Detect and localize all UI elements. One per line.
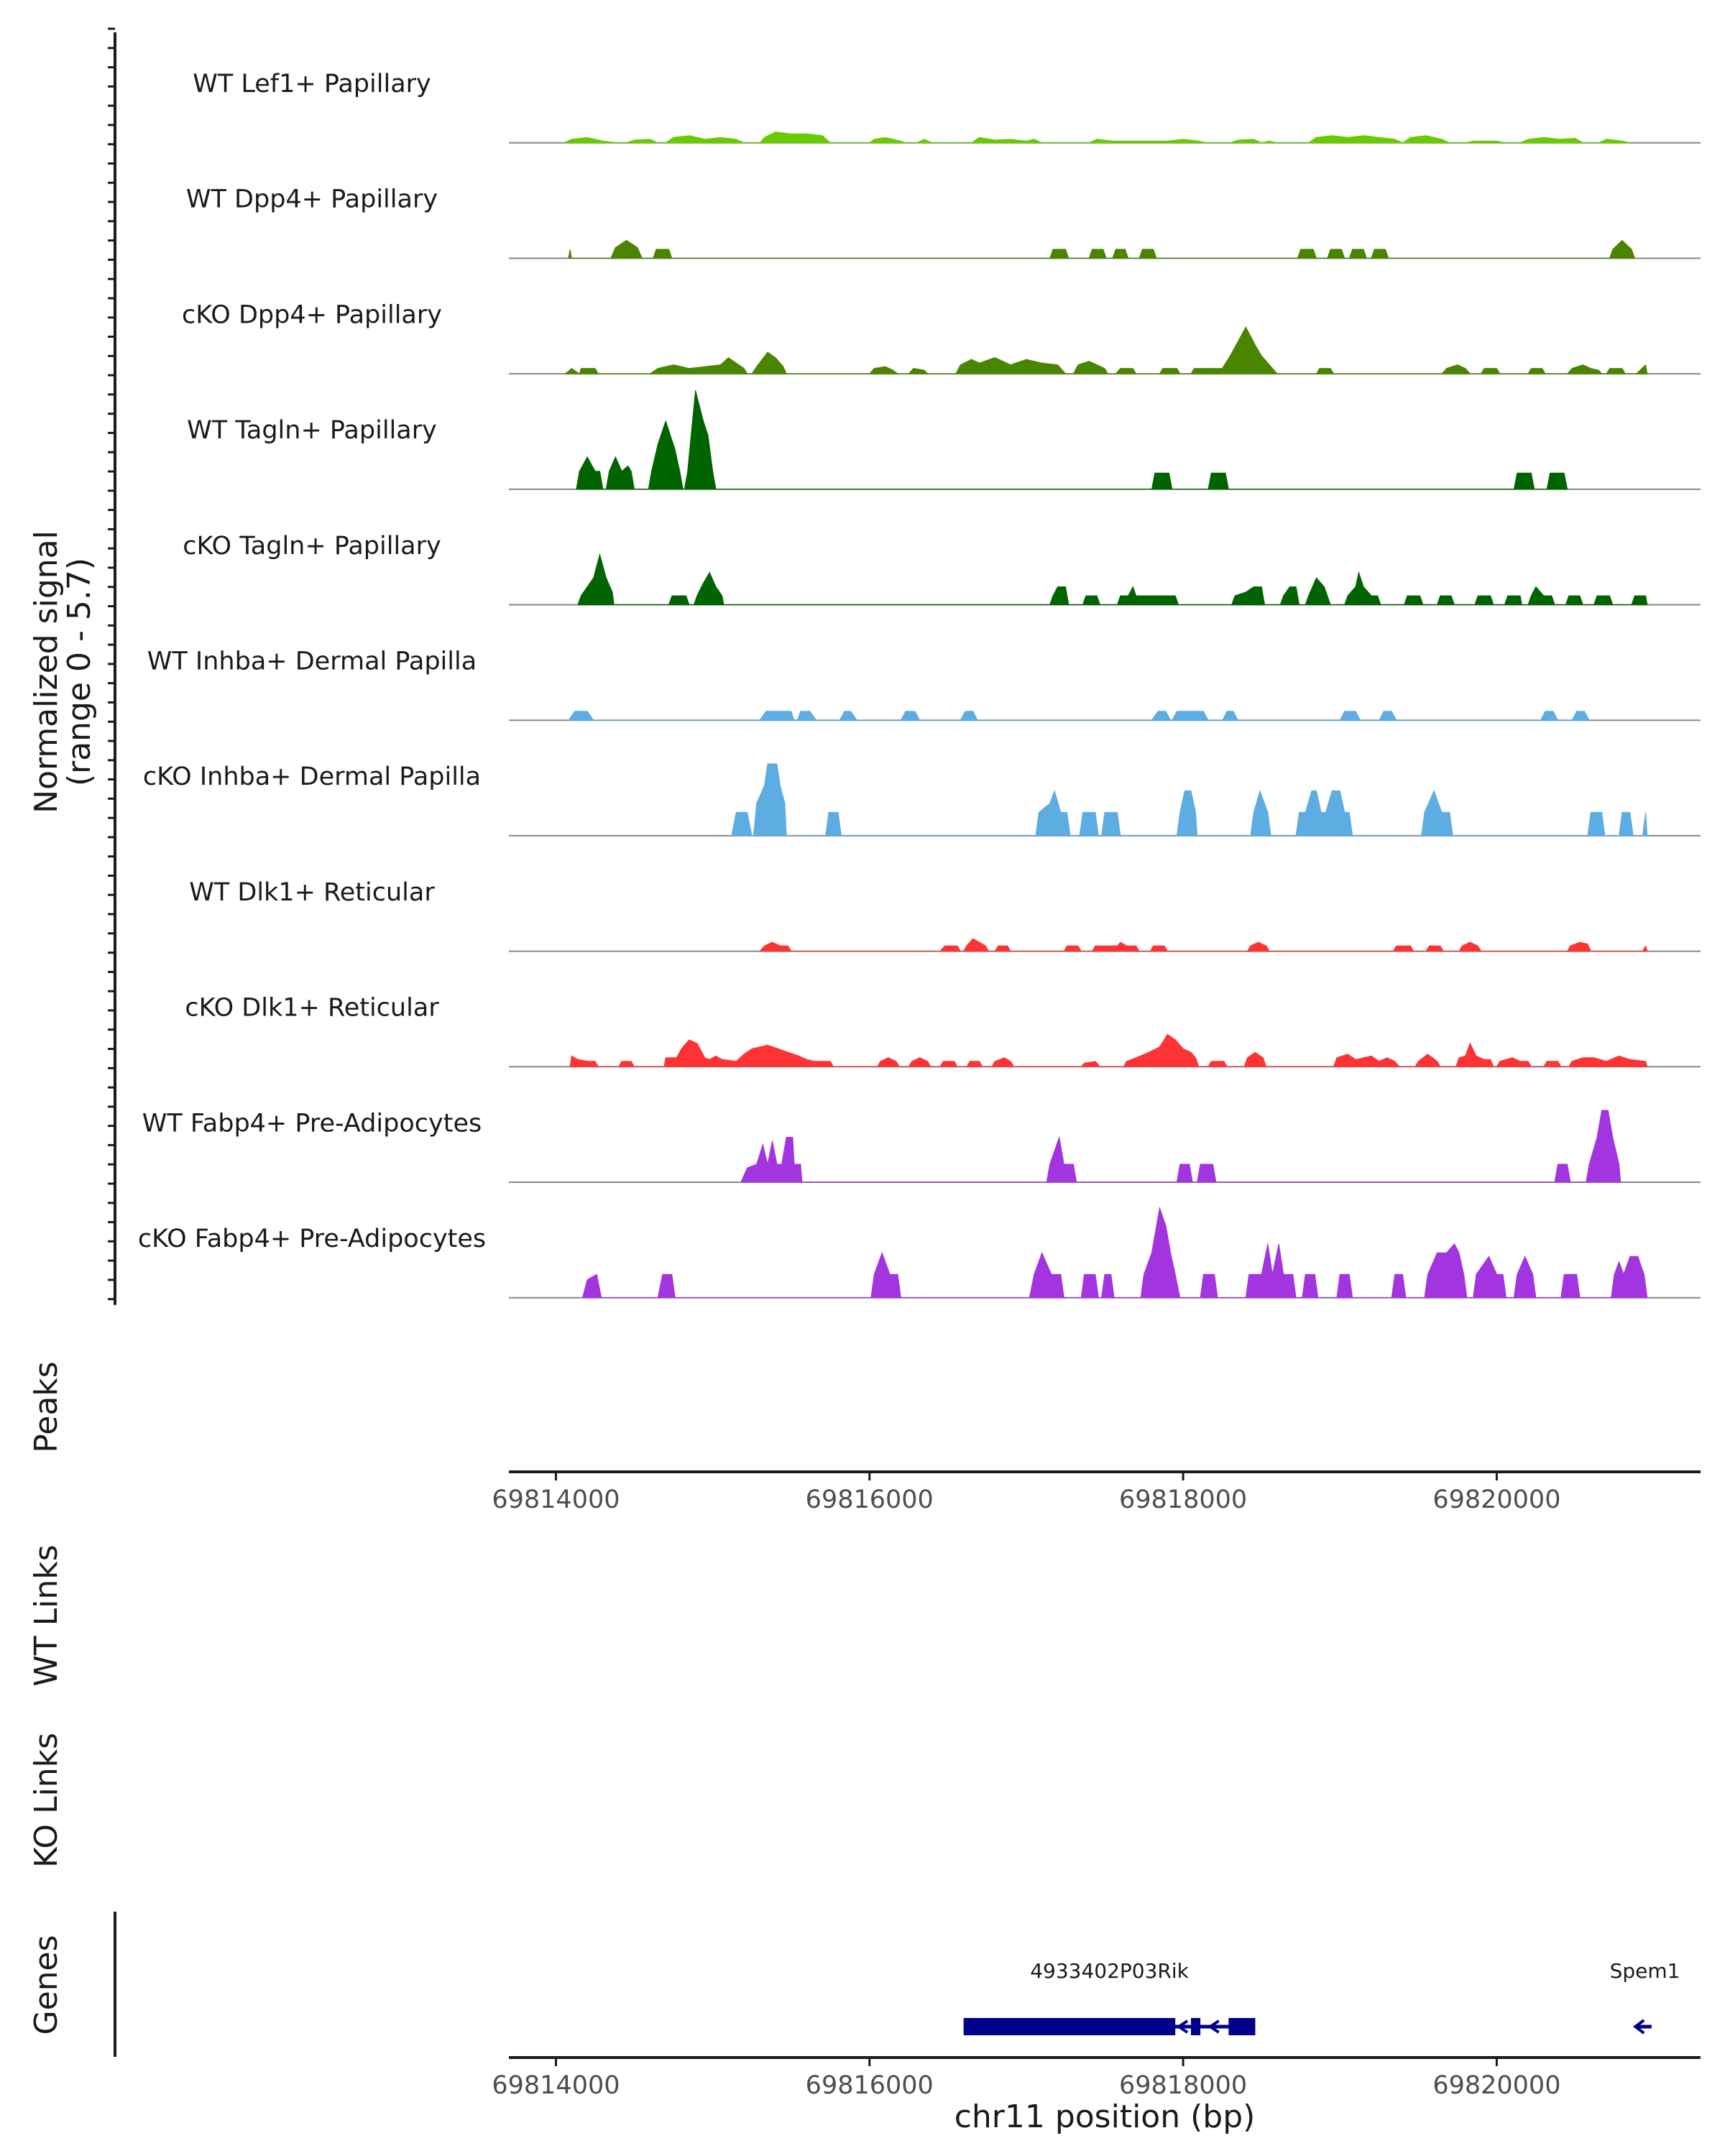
track-1: WT Dpp4+ Papillary — [186, 185, 1701, 259]
track-label: WT Dpp4+ Papillary — [186, 185, 438, 214]
track-label: WT Tagln+ Papillary — [187, 416, 437, 445]
track-6: cKO Inhba+ Dermal Papilla — [143, 763, 1701, 837]
x-axis-tick-label: 69820000 — [1432, 2071, 1560, 2100]
strand-arrow — [1208, 2019, 1220, 2034]
coverage-area — [576, 390, 1568, 490]
coverage-area — [564, 326, 1648, 374]
x-axis-top: 69814000 69816000 69818000 69820000 — [492, 1472, 1560, 1514]
strand-arrow — [1632, 2019, 1645, 2035]
coverage-tracks: WT Lef1+ Papillary WT Dpp4+ Papillary cKO … — [138, 70, 1701, 1299]
track-label: WT Lef1+ Papillary — [193, 70, 431, 98]
peaks-label: Peaks — [28, 1361, 65, 1452]
gene-name-label: 4933402P03Rik — [1030, 1959, 1189, 1983]
track-label: cKO Tagln+ Papillary — [183, 532, 441, 561]
track-8: cKO Dlk1+ Reticular — [185, 994, 1701, 1068]
gene-annotations: 4933402P03Rik Spem1 — [963, 1959, 1680, 2035]
genes-panel: Genes 4933402P03Rik Spem1 69814000 6981600… — [28, 1912, 1701, 2135]
coverage-area — [731, 763, 1648, 837]
genes-label: Genes — [28, 1935, 65, 2035]
gene-name-label: Spem1 — [1610, 1959, 1680, 1983]
coverage-area — [740, 1110, 1622, 1183]
coverage-area — [568, 239, 1636, 259]
x-axis-tick-label: 69814000 — [492, 2071, 620, 2100]
gene-4933402P03Rik: 4933402P03Rik — [963, 1959, 1256, 2035]
track-4: cKO Tagln+ Papillary — [183, 532, 1701, 606]
coverage-area — [564, 132, 1630, 144]
x-axis-tick-label: 69818000 — [1119, 1485, 1247, 1514]
gene-exon — [963, 2018, 1176, 2035]
track-label: cKO Fabp4+ Pre-Adipocytes — [138, 1225, 486, 1253]
coverage-area — [581, 1206, 1648, 1299]
gene-exon — [1228, 2018, 1256, 2035]
track-label: WT Fabp4+ Pre-Adipocytes — [142, 1109, 482, 1138]
strand-arrow — [1176, 2019, 1189, 2034]
coverage-area — [569, 1033, 1648, 1067]
x-axis-tick-label: 69818000 — [1119, 2071, 1247, 2100]
track-0: WT Lef1+ Papillary — [193, 70, 1701, 144]
y-axis-range-label: (range 0 - 5.7) — [61, 558, 98, 786]
x-axis-tick-label: 69816000 — [806, 2071, 934, 2100]
track-5: WT Inhba+ Dermal Papilla — [147, 648, 1701, 722]
gene-Spem1: Spem1 — [1610, 1959, 1680, 2035]
x-axis-label: chr11 position (bp) — [954, 2099, 1256, 2135]
track-label: WT Inhba+ Dermal Papilla — [147, 648, 477, 676]
track-9: WT Fabp4+ Pre-Adipocytes — [142, 1109, 1701, 1183]
x-axis-bottom: 69814000 69816000 69818000 69820000 — [492, 2058, 1560, 2100]
track-label: cKO Dpp4+ Papillary — [182, 300, 442, 329]
x-axis-tick-label: 69816000 — [806, 1485, 934, 1514]
coverage-area — [577, 553, 1648, 605]
track-10: cKO Fabp4+ Pre-Adipocytes — [138, 1206, 1701, 1299]
coverage-area — [567, 711, 1590, 721]
track-label: cKO Dlk1+ Reticular — [185, 994, 439, 1023]
peaks-panel: Peaks 69814000 69816000 69818000 69820000 — [28, 1361, 1701, 1514]
x-axis-tick-label: 69814000 — [492, 1485, 620, 1514]
track-7: WT Dlk1+ Reticular — [189, 878, 1701, 952]
ko-links-label: KO Links — [28, 1733, 65, 1868]
y-axis-label: Normalized signal — [28, 530, 65, 814]
track-3: WT Tagln+ Papillary — [187, 390, 1701, 490]
coverage-area — [759, 938, 1648, 952]
wt-links-label: WT Links — [28, 1544, 65, 1686]
track-2: cKO Dpp4+ Papillary — [182, 300, 1701, 375]
signal-axis — [108, 27, 116, 1305]
track-label: cKO Inhba+ Dermal Papilla — [143, 763, 481, 791]
track-label: WT Dlk1+ Reticular — [189, 878, 435, 907]
gene-exon — [1190, 2018, 1201, 2035]
x-axis-tick-label: 69820000 — [1432, 1485, 1560, 1514]
